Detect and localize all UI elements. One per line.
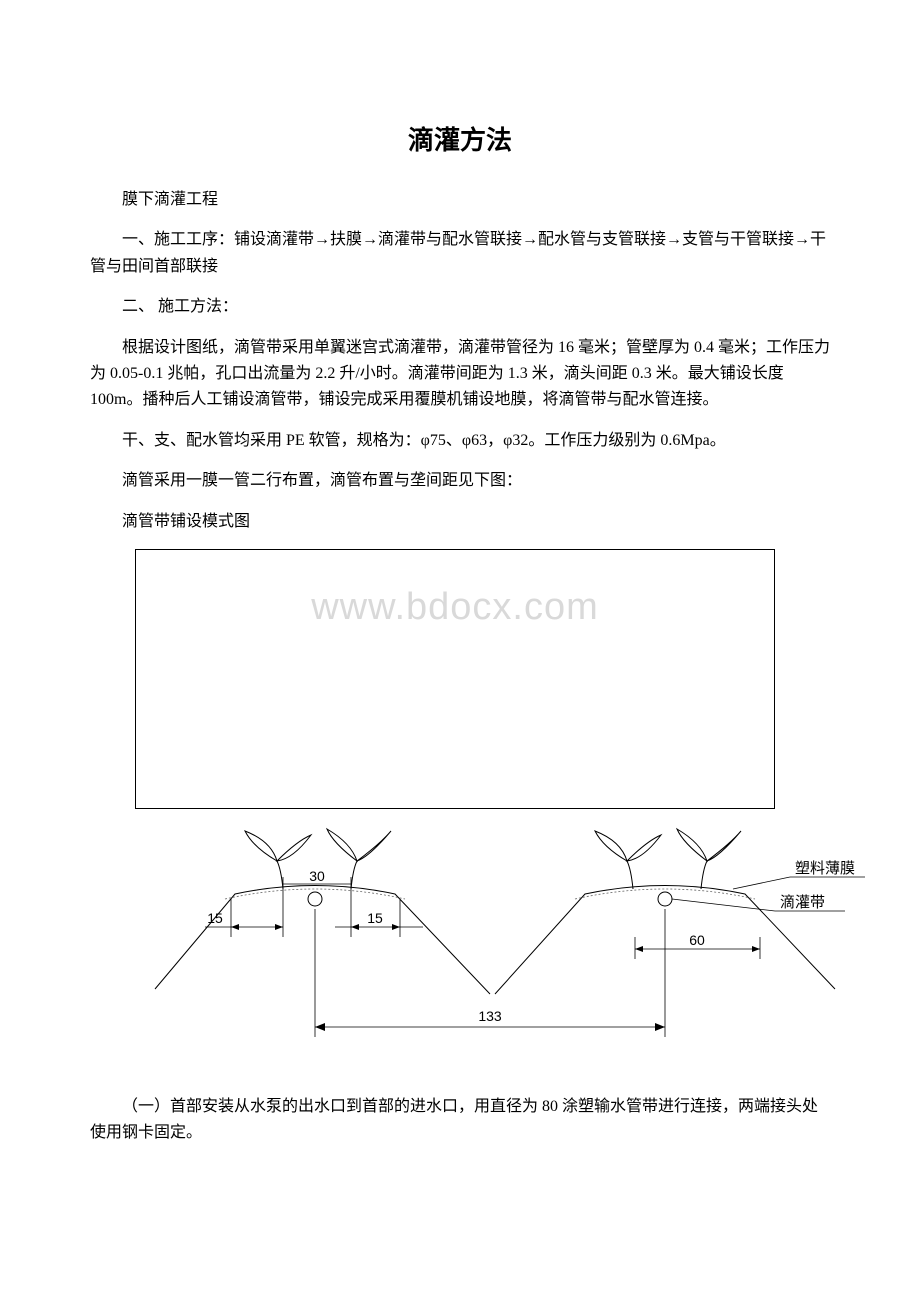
left-plant-2: [327, 829, 391, 889]
left-drip-circle: [308, 892, 322, 906]
paragraph-intro: 膜下滴灌工程: [90, 187, 830, 213]
dim-15a-text: 15: [207, 910, 223, 926]
paragraph-layout: 滴管采用一膜一管二行布置，滴管布置与垄间距见下图：: [90, 468, 830, 494]
dim-30-text: 30: [309, 868, 325, 884]
label-driptape: 滴灌带: [780, 893, 825, 911]
drip-tape-diagram: 30 15 15 塑料薄膜: [135, 819, 875, 1069]
paragraph-pipes: 干、支、配水管均采用 PE 软管，规格为：φ75、φ63，φ32。工作压力级别为…: [90, 428, 830, 454]
paragraph-install-1: （一）首部安装从水泵的出水口到首部的进水口，用直径为 80 涂塑输水管带进行连接…: [90, 1094, 830, 1147]
arrow-60-r: [752, 946, 760, 952]
paragraph-procedure: 一、施工工序：铺设滴灌带→扶膜→滴灌带与配水管联接→配水管与支管联接→支管与干管…: [90, 227, 830, 280]
leader-driptape: [672, 899, 775, 911]
figure-box-placeholder: www.bdocx.com: [135, 549, 775, 809]
dim-133-text: 133: [478, 1008, 502, 1024]
right-plant-1: [595, 831, 661, 889]
arrow-60-l: [635, 946, 643, 952]
right-drip-circle: [658, 892, 672, 906]
diagram-svg: 30 15 15 塑料薄膜: [135, 819, 875, 1069]
arrow-133-r: [655, 1023, 665, 1031]
arrow-15b-l: [351, 924, 359, 930]
arrow-15b-r: [392, 924, 400, 930]
arrow-15a-l: [231, 924, 239, 930]
watermark-text: www.bdocx.com: [311, 586, 599, 629]
label-membrane: 塑料薄膜: [795, 860, 855, 877]
page-title: 滴灌方法: [90, 120, 830, 157]
dim-15b-text: 15: [367, 910, 383, 926]
arrow-133-l: [315, 1023, 325, 1031]
leader-membrane: [733, 877, 790, 889]
left-mound-outline: [155, 885, 490, 994]
arrow-15a-r: [275, 924, 283, 930]
right-plant-2: [677, 829, 741, 889]
left-plant-1: [245, 831, 311, 889]
paragraph-figure-title: 滴管带铺设模式图: [90, 509, 830, 535]
paragraph-specs: 根据设计图纸，滴管带采用单翼迷宫式滴灌带，滴灌带管径为 16 毫米；管壁厚为 0…: [90, 335, 830, 414]
dim-60-text: 60: [689, 932, 705, 948]
paragraph-method-heading: 二、 施工方法：: [90, 294, 830, 320]
